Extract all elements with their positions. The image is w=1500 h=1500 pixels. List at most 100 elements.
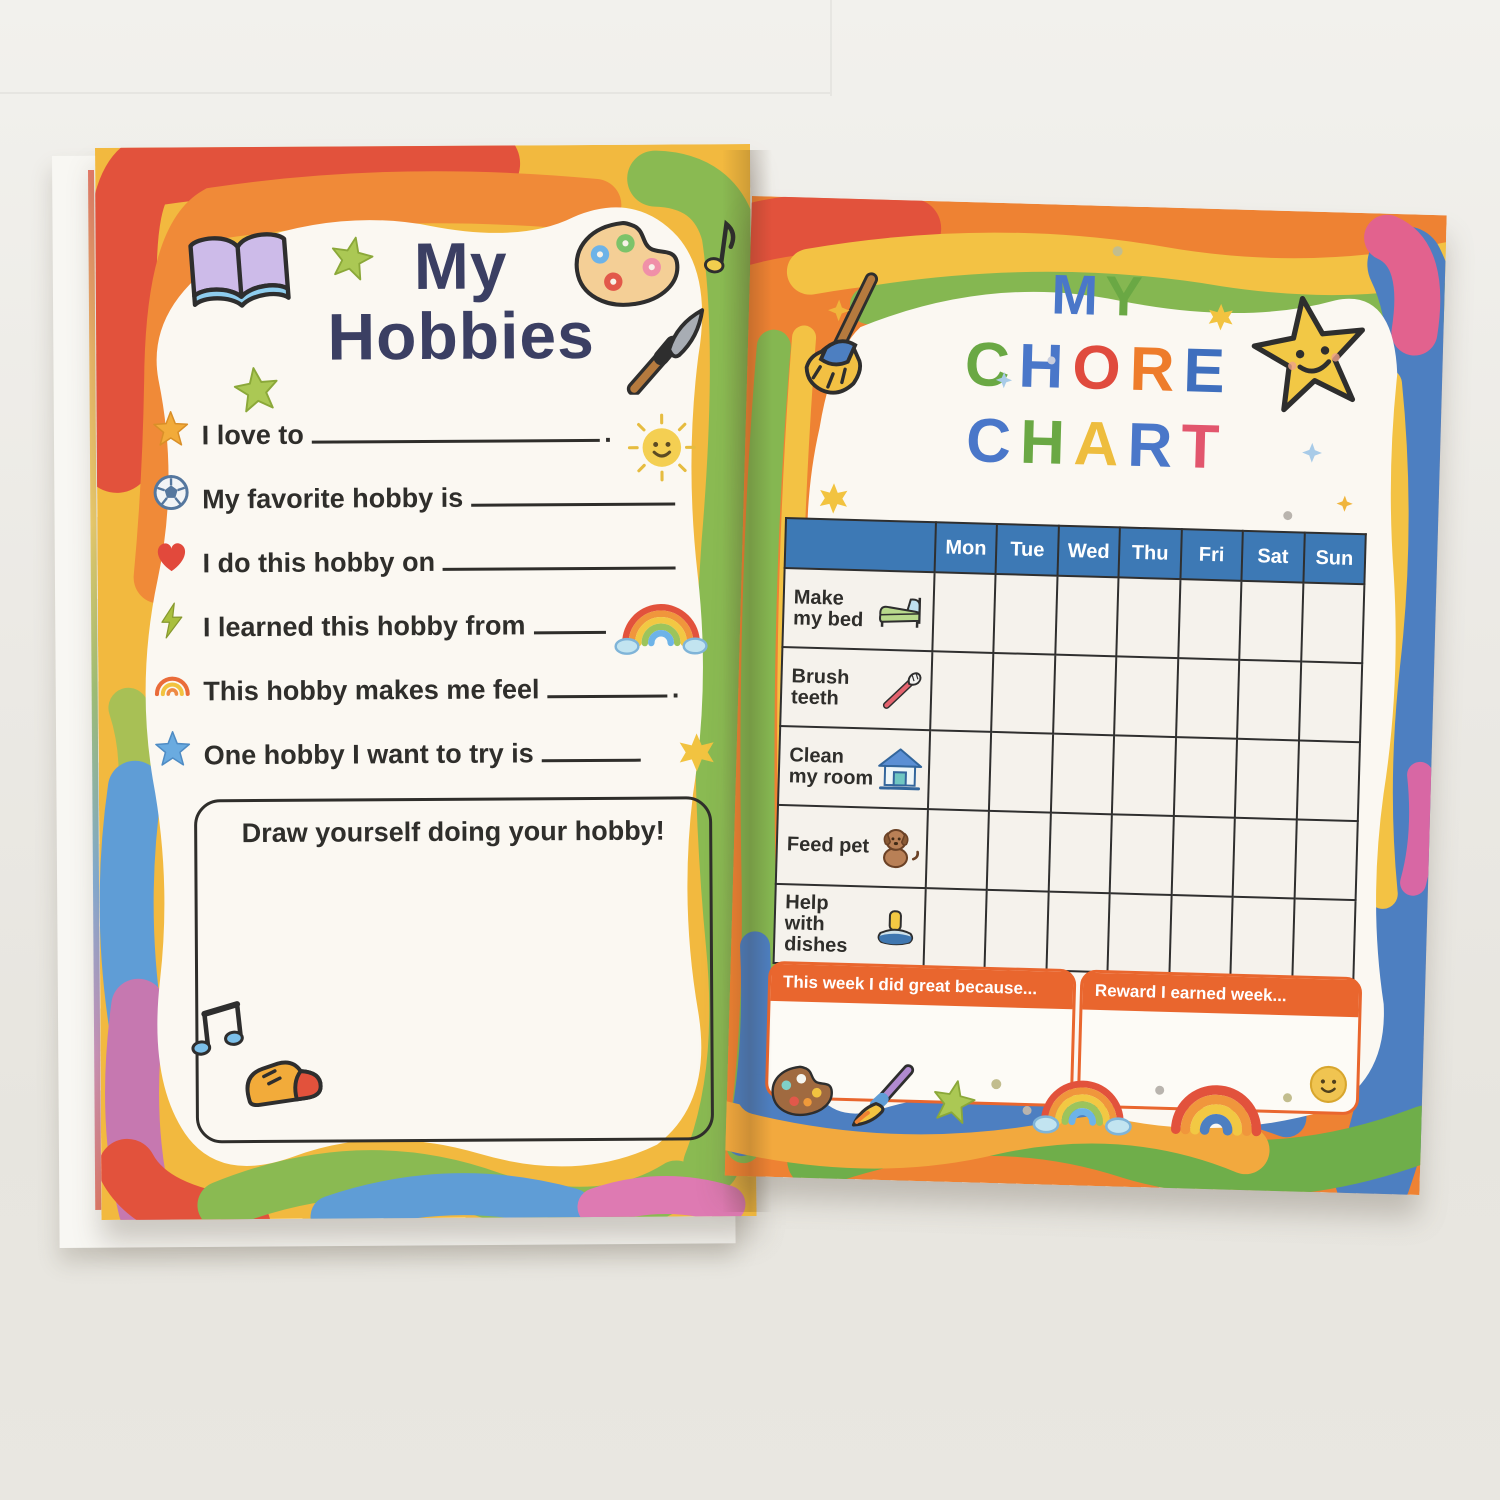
chore-label-cell: Help with dishes — [773, 883, 926, 968]
chore-label: Clean my room — [788, 743, 874, 790]
green-star-icon — [229, 362, 283, 416]
rainbow-cloud-icon — [614, 596, 708, 659]
table-corner-cell — [784, 518, 936, 573]
chore-cell — [993, 573, 1058, 655]
heart-icon — [152, 537, 190, 575]
prompts-list: I love to. My favorite hobby is I do this … — [152, 402, 716, 789]
chore-cell — [1296, 740, 1360, 822]
green-star-icon — [927, 1074, 981, 1128]
title-letter: C — [965, 406, 1012, 477]
bed-icon — [875, 591, 928, 630]
week-note-label: This week I did great because... — [770, 963, 1074, 1010]
chore-cell — [984, 889, 1049, 971]
chore-cell — [1173, 737, 1238, 818]
chore-label: Brush teeth — [790, 664, 850, 710]
chore-cell — [1291, 898, 1356, 980]
dog-icon — [872, 823, 921, 872]
chore-cell — [1052, 654, 1117, 736]
smiley-icon — [1307, 1063, 1350, 1106]
title-letter: H — [1019, 407, 1066, 478]
reward-label: Reward I earned week... — [1082, 972, 1360, 1018]
prompt-suffix: . — [671, 673, 680, 704]
toothbrush-icon — [879, 666, 926, 713]
broom-icon — [787, 264, 901, 418]
chore-cell — [1294, 819, 1358, 901]
chore-row: Help with dishes — [773, 883, 1356, 980]
chore-cell — [1048, 812, 1113, 894]
sparkle-star-icon — [677, 732, 717, 772]
chore-cell — [1116, 577, 1181, 659]
blank-line — [547, 694, 668, 699]
rainbow-small-icon — [153, 665, 191, 703]
title-letter: R — [1126, 410, 1174, 481]
chore-cell — [987, 810, 1051, 892]
day-header-tue: Tue — [995, 523, 1059, 576]
chore-cell — [1230, 896, 1295, 978]
left-page: My Hobbies I love to. My favorite hobby i… — [95, 143, 757, 1220]
sparkle-icon — [995, 371, 1013, 389]
green-star-icon — [325, 230, 379, 284]
chore-cell — [1177, 579, 1242, 660]
chore-label-cell: Clean my room — [778, 725, 931, 810]
background-seam — [0, 92, 830, 94]
day-header-thu: Thu — [1118, 527, 1182, 580]
chore-cell — [1234, 738, 1299, 820]
left-page-border-art — [95, 143, 757, 1220]
chore-label-cell: Make my bed — [782, 568, 935, 652]
chore-cell — [1109, 814, 1174, 895]
day-header-fri: Fri — [1180, 529, 1243, 581]
chore-label-cell: Feed pet — [775, 804, 928, 889]
chore-cell — [991, 652, 1056, 734]
chore-table-body: Make my bed Brush teeth Clean my room Feed … — [773, 568, 1365, 980]
prompt-row: This hobby makes me feel. — [153, 658, 715, 707]
prompt-row: I learned this hobby from — [153, 594, 715, 643]
reward-box: Reward I earned week... — [1076, 969, 1363, 1116]
lightning-icon — [153, 601, 191, 639]
blank-line — [471, 502, 676, 507]
paint-palette-icon — [563, 211, 691, 317]
sparkle-icon — [1301, 441, 1324, 464]
chore-label: Help with dishes — [783, 891, 848, 957]
chore-cell — [927, 730, 992, 811]
background-seam — [830, 0, 832, 96]
paint-palette-icon — [766, 1058, 838, 1123]
sparkle-star-icon — [817, 482, 850, 515]
prompt-row: I love to. — [152, 402, 714, 451]
title-letter: M — [1050, 262, 1099, 327]
chore-cell — [1050, 733, 1115, 815]
chore-cell — [925, 809, 990, 890]
chore-cell — [1175, 658, 1240, 739]
chore-cell — [1112, 735, 1176, 817]
chore-label-cell: Brush teeth — [780, 647, 933, 731]
title-letter: E — [1182, 336, 1226, 407]
star-gold-icon — [152, 409, 190, 447]
rainbow-cloud-icon — [1032, 1072, 1134, 1139]
prompt-suffix: . — [604, 417, 612, 448]
drawing-box-label: Draw yourself doing your hobby! — [241, 815, 665, 849]
chore-cell — [1055, 575, 1119, 657]
sparkle-icon — [1335, 494, 1353, 512]
sponge-icon — [872, 906, 919, 947]
prompt-text: My favorite hobby is — [202, 482, 464, 515]
prompt-text: One hobby I want to try is — [203, 738, 534, 771]
paintbrush-icon — [620, 304, 711, 395]
prompt-text: This hobby makes me feel — [203, 674, 540, 707]
prompt-row: One hobby I want to try is — [154, 722, 716, 771]
prompt-text: I do this hobby on — [202, 546, 436, 579]
prompt-row: I do this hobby on — [152, 530, 714, 579]
day-header-wed: Wed — [1057, 525, 1121, 578]
chore-row: Brush teeth — [780, 647, 1363, 743]
title-letter: Y — [1104, 263, 1144, 328]
rainbow-icon — [1168, 1076, 1266, 1137]
day-header-mon: Mon — [934, 522, 998, 574]
chore-row: Make my bed — [782, 568, 1365, 664]
open-book-icon — [180, 223, 299, 327]
star-blue-icon — [154, 729, 192, 767]
title-letter: H — [1017, 331, 1065, 402]
chore-table: Mon Tue Wed Thu Fri Sat Sun Make my bed Brush t… — [773, 517, 1367, 980]
soccer-ball-icon — [152, 473, 190, 511]
book-spine-shadow — [722, 150, 772, 1212]
chore-cell — [1114, 656, 1178, 738]
chore-cell — [932, 572, 996, 653]
